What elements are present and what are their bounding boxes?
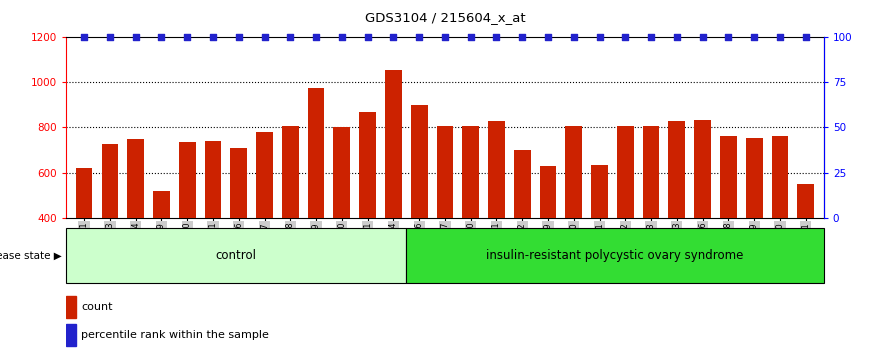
Bar xyxy=(514,150,530,308)
Bar xyxy=(179,142,196,308)
Point xyxy=(566,34,581,40)
Bar xyxy=(76,168,93,308)
Bar xyxy=(204,142,221,308)
Point xyxy=(773,34,787,40)
Bar xyxy=(643,126,660,308)
Text: disease state ▶: disease state ▶ xyxy=(0,251,62,261)
Point xyxy=(644,34,658,40)
Point xyxy=(696,34,710,40)
Bar xyxy=(153,190,170,308)
Bar xyxy=(772,137,788,308)
Point xyxy=(309,34,323,40)
Bar xyxy=(359,112,376,308)
Bar xyxy=(230,148,247,308)
Bar xyxy=(566,126,582,308)
Bar xyxy=(411,105,427,308)
Point xyxy=(490,34,504,40)
Bar xyxy=(385,70,402,308)
Bar xyxy=(66,296,76,318)
Point xyxy=(206,34,220,40)
Bar xyxy=(66,228,406,283)
Point xyxy=(722,34,736,40)
Point xyxy=(747,34,761,40)
Point xyxy=(103,34,117,40)
Point xyxy=(360,34,374,40)
Bar xyxy=(307,88,324,308)
Bar xyxy=(127,139,144,308)
Point xyxy=(386,34,400,40)
Point xyxy=(593,34,607,40)
Bar xyxy=(617,126,633,308)
Bar xyxy=(591,165,608,308)
Point xyxy=(180,34,194,40)
Point xyxy=(335,34,349,40)
Bar xyxy=(539,166,557,308)
Point xyxy=(412,34,426,40)
Bar xyxy=(463,126,479,308)
Point xyxy=(670,34,684,40)
Bar xyxy=(669,121,685,308)
Bar xyxy=(488,121,505,308)
Text: GDS3104 / 215604_x_at: GDS3104 / 215604_x_at xyxy=(365,11,525,24)
Point xyxy=(154,34,168,40)
Bar xyxy=(797,184,814,308)
Point xyxy=(232,34,246,40)
Text: percentile rank within the sample: percentile rank within the sample xyxy=(81,330,269,340)
Point xyxy=(129,34,143,40)
Bar xyxy=(101,144,118,308)
Point xyxy=(618,34,633,40)
Text: control: control xyxy=(215,249,256,262)
Point xyxy=(541,34,555,40)
Bar xyxy=(746,138,763,308)
Bar xyxy=(282,126,299,308)
Bar xyxy=(406,228,824,283)
Point xyxy=(257,34,271,40)
Point xyxy=(463,34,478,40)
Point xyxy=(438,34,452,40)
Text: count: count xyxy=(81,302,113,312)
Point xyxy=(799,34,813,40)
Bar xyxy=(66,324,76,346)
Point xyxy=(283,34,297,40)
Bar xyxy=(436,126,454,308)
Bar xyxy=(694,120,711,308)
Point xyxy=(77,34,91,40)
Bar xyxy=(333,127,351,308)
Bar xyxy=(720,137,737,308)
Bar xyxy=(256,132,273,308)
Point xyxy=(515,34,529,40)
Text: insulin-resistant polycystic ovary syndrome: insulin-resistant polycystic ovary syndr… xyxy=(486,249,744,262)
